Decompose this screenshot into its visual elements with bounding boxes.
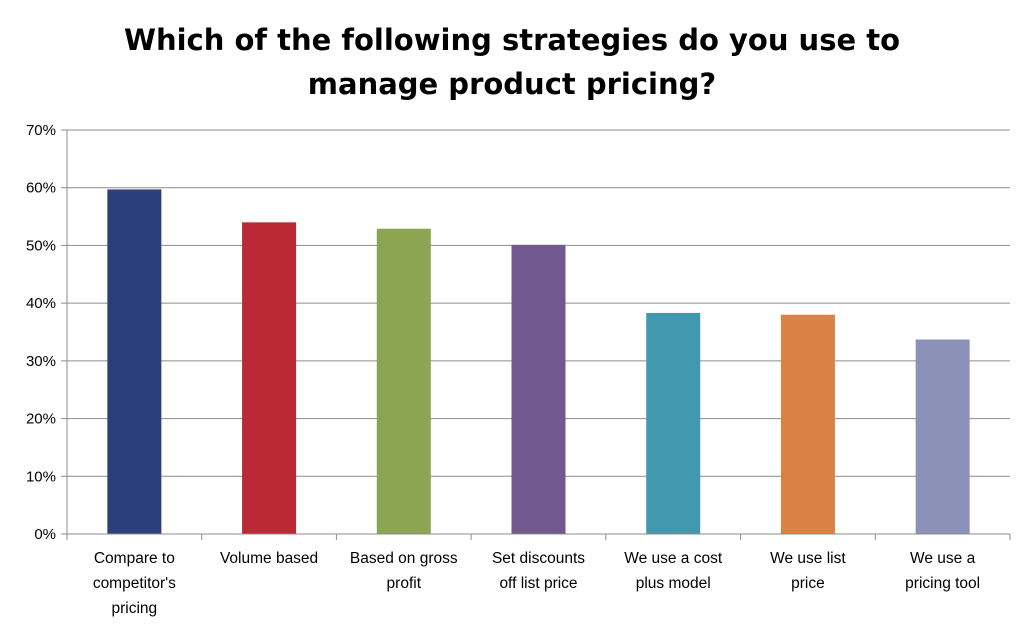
y-tick-label: 20% — [26, 411, 56, 428]
x-category-label: Volume based — [220, 550, 318, 567]
bars — [107, 189, 970, 535]
y-tick-label: 30% — [26, 353, 56, 370]
x-category-label-line: We use list — [770, 550, 846, 567]
bar — [646, 312, 701, 534]
x-category-label-line: plus model — [636, 575, 711, 592]
y-tick-label: 60% — [26, 180, 56, 197]
x-axis-labels: Compare to competitor's pricing Volume base… — [93, 550, 980, 617]
y-tick-label: 70% — [26, 122, 56, 139]
x-category-label-line: We use a cost — [624, 550, 723, 567]
x-category-label-line: pricing — [112, 600, 158, 617]
chart-title: Which of the following strategies do you… — [0, 18, 1024, 106]
bar — [107, 189, 162, 534]
chart-title-line-2: manage product pricing? — [307, 67, 717, 101]
x-category-label: Set discounts off list price — [492, 550, 585, 592]
x-category-label: Compare to competitor's pricing — [93, 550, 176, 617]
y-tick-label: 50% — [26, 237, 56, 254]
x-category-label-line: profit — [387, 575, 422, 592]
x-category-label-line: off list price — [499, 575, 577, 592]
x-category-label: We use a cost plus model — [624, 550, 723, 592]
chart-title-line-1: Which of the following strategies do you… — [123, 23, 901, 57]
bar — [242, 222, 297, 535]
y-axis-ticks: 0% 10% 20% 30% 40% 50% 60% 70% — [26, 122, 67, 543]
x-category-label: Based on gross profit — [350, 550, 458, 592]
x-category-label-line: Volume based — [220, 550, 318, 567]
x-category-label-line: We use a — [910, 550, 976, 567]
y-tick-label: 0% — [34, 526, 56, 543]
bar — [511, 244, 566, 534]
axes — [66, 130, 1011, 540]
x-category-label-line: Compare to — [94, 550, 175, 567]
y-tick-label: 10% — [26, 468, 56, 485]
y-tick-label: 40% — [26, 295, 56, 312]
bar — [376, 228, 431, 535]
x-category-label-line: Based on gross — [350, 550, 458, 567]
x-category-label-line: competitor's — [93, 575, 176, 592]
x-category-label-line: Set discounts — [492, 550, 585, 567]
x-category-label-line: price — [791, 575, 825, 592]
x-category-label-line: pricing tool — [905, 575, 980, 592]
x-category-label: We use list price — [770, 550, 846, 592]
bar — [915, 339, 970, 534]
x-category-label: We use a pricing tool — [905, 550, 980, 592]
bar — [780, 314, 835, 534]
